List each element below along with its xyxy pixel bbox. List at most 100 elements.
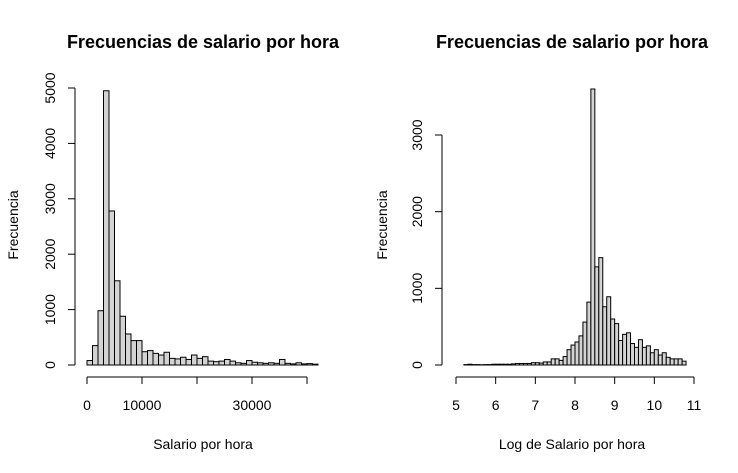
- histogram-bar: [273, 362, 280, 366]
- histogram-bar: [602, 306, 608, 366]
- histogram-bar: [606, 296, 612, 366]
- histogram-bar: [634, 346, 639, 366]
- histogram-bar: [669, 358, 675, 366]
- histogram-bar: [594, 266, 600, 366]
- histogram-bar: [673, 358, 679, 366]
- histogram-bar: [467, 363, 473, 366]
- histogram-bar: [97, 310, 104, 366]
- histogram-bar: [262, 362, 269, 366]
- histogram-bar: [534, 362, 540, 366]
- histogram-bar: [92, 345, 99, 366]
- histogram-bar: [622, 333, 628, 366]
- histogram-bar: [614, 323, 620, 366]
- x-tick-label: 9: [611, 397, 619, 413]
- histogram-bar: [641, 346, 647, 366]
- y-tick-label: 2000: [409, 196, 425, 227]
- x-axis-label: Log de Salario por hora: [499, 436, 646, 452]
- histogram-bar: [542, 361, 548, 366]
- x-axis-label: Salario por hora: [153, 436, 253, 452]
- histogram-log-salario: Frecuencias de salario por hora Log de S…: [374, 32, 709, 452]
- histogram-bar: [202, 356, 209, 366]
- histogram-bar: [279, 358, 286, 366]
- histogram-bar: [645, 345, 651, 366]
- histogram-bar: [136, 340, 143, 366]
- histogram-bar: [618, 339, 624, 366]
- histogram-bar: [158, 354, 165, 366]
- y-tick-label: 3000: [409, 119, 425, 150]
- histogram-bar: [268, 362, 275, 366]
- histogram-bar: [495, 363, 501, 366]
- histogram-bar: [503, 363, 509, 366]
- histogram-bar: [174, 358, 181, 366]
- x-axis: 0 10000 30000: [83, 376, 308, 413]
- y-tick-label: 1000: [409, 273, 425, 304]
- histogram-bar: [213, 361, 220, 366]
- y-axis-label: Frecuencia: [5, 190, 21, 259]
- histogram-bar: [515, 362, 520, 366]
- histogram-bar: [125, 333, 132, 366]
- histogram-bar: [538, 362, 544, 366]
- histogram-bar: [196, 357, 203, 366]
- histogram-bar: [649, 352, 655, 366]
- x-tick-label: 6: [492, 397, 500, 413]
- histogram-bar: [665, 356, 671, 366]
- histogram-bar: [562, 356, 568, 366]
- histogram-bar: [586, 301, 592, 366]
- histogram-bar: [610, 318, 616, 366]
- histogram-bar: [511, 363, 516, 366]
- histogram-bar: [637, 339, 643, 366]
- histogram-bar: [526, 362, 532, 366]
- chart-title: Frecuencias de salario por hora: [67, 32, 340, 52]
- bars: [86, 90, 319, 366]
- histogram-bar: [554, 358, 560, 366]
- histogram-bar: [590, 88, 596, 366]
- histogram-salario: Frecuencias de salario por hora Salario …: [5, 32, 340, 452]
- x-tick-label: 30000: [233, 397, 272, 413]
- y-tick-label: 1000: [42, 294, 58, 325]
- y-axis: 0 1000 2000 3000 4000 5000: [42, 72, 76, 369]
- histogram-bar: [306, 363, 313, 366]
- histogram-bar: [681, 360, 687, 366]
- x-tick-label: 8: [571, 397, 579, 413]
- x-tick-label: 5: [452, 397, 460, 413]
- histogram-bar: [130, 340, 137, 366]
- y-tick-label: 0: [409, 361, 425, 369]
- histogram-bar: [290, 363, 297, 366]
- histogram-bar: [301, 363, 308, 366]
- histogram-bar: [566, 349, 572, 366]
- histogram-bar: [661, 352, 667, 366]
- histogram-bar: [653, 349, 659, 366]
- histogram-bar: [295, 362, 302, 366]
- histogram-bar: [229, 360, 236, 366]
- histogram-bar: [582, 321, 588, 366]
- histogram-bar: [499, 363, 505, 366]
- histogram-bar: [257, 362, 264, 366]
- histogram-bar: [657, 354, 663, 366]
- histogram-bar: [114, 280, 121, 366]
- x-axis: 5 6 7 8 9 10 11: [452, 376, 701, 413]
- y-tick-label: 3000: [42, 183, 58, 214]
- histogram-bar: [119, 315, 126, 366]
- histogram-bar: [570, 344, 576, 366]
- histogram-bar: [530, 362, 536, 366]
- histogram-bar: [546, 361, 552, 366]
- histogram-bar: [558, 359, 564, 366]
- histogram-bar: [147, 350, 154, 366]
- histogram-bar: [218, 360, 225, 366]
- histogram-bar: [507, 363, 513, 366]
- histogram-bar: [103, 90, 110, 366]
- histogram-bar: [598, 257, 604, 366]
- histogram-bar: [574, 341, 580, 366]
- histogram-bar: [522, 362, 528, 366]
- histogram-bar: [224, 358, 231, 366]
- histogram-bar: [284, 362, 291, 366]
- chart-title: Frecuencias de salario por hora: [436, 32, 709, 52]
- histogram-bar: [677, 358, 683, 366]
- histogram-bar: [626, 332, 632, 366]
- y-tick-label: 5000: [42, 72, 58, 103]
- histogram-bar: [180, 356, 187, 366]
- histogram-bar: [312, 363, 319, 366]
- histogram-bar: [240, 362, 247, 366]
- histogram-bar: [169, 357, 176, 366]
